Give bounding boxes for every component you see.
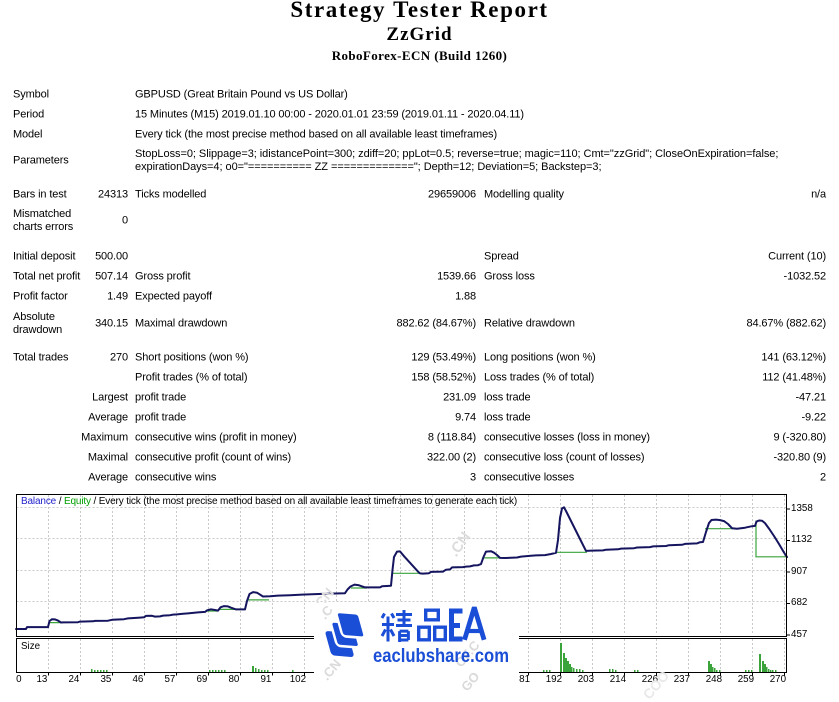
svg-text:eaclubshare.com: eaclubshare.com bbox=[373, 646, 509, 667]
